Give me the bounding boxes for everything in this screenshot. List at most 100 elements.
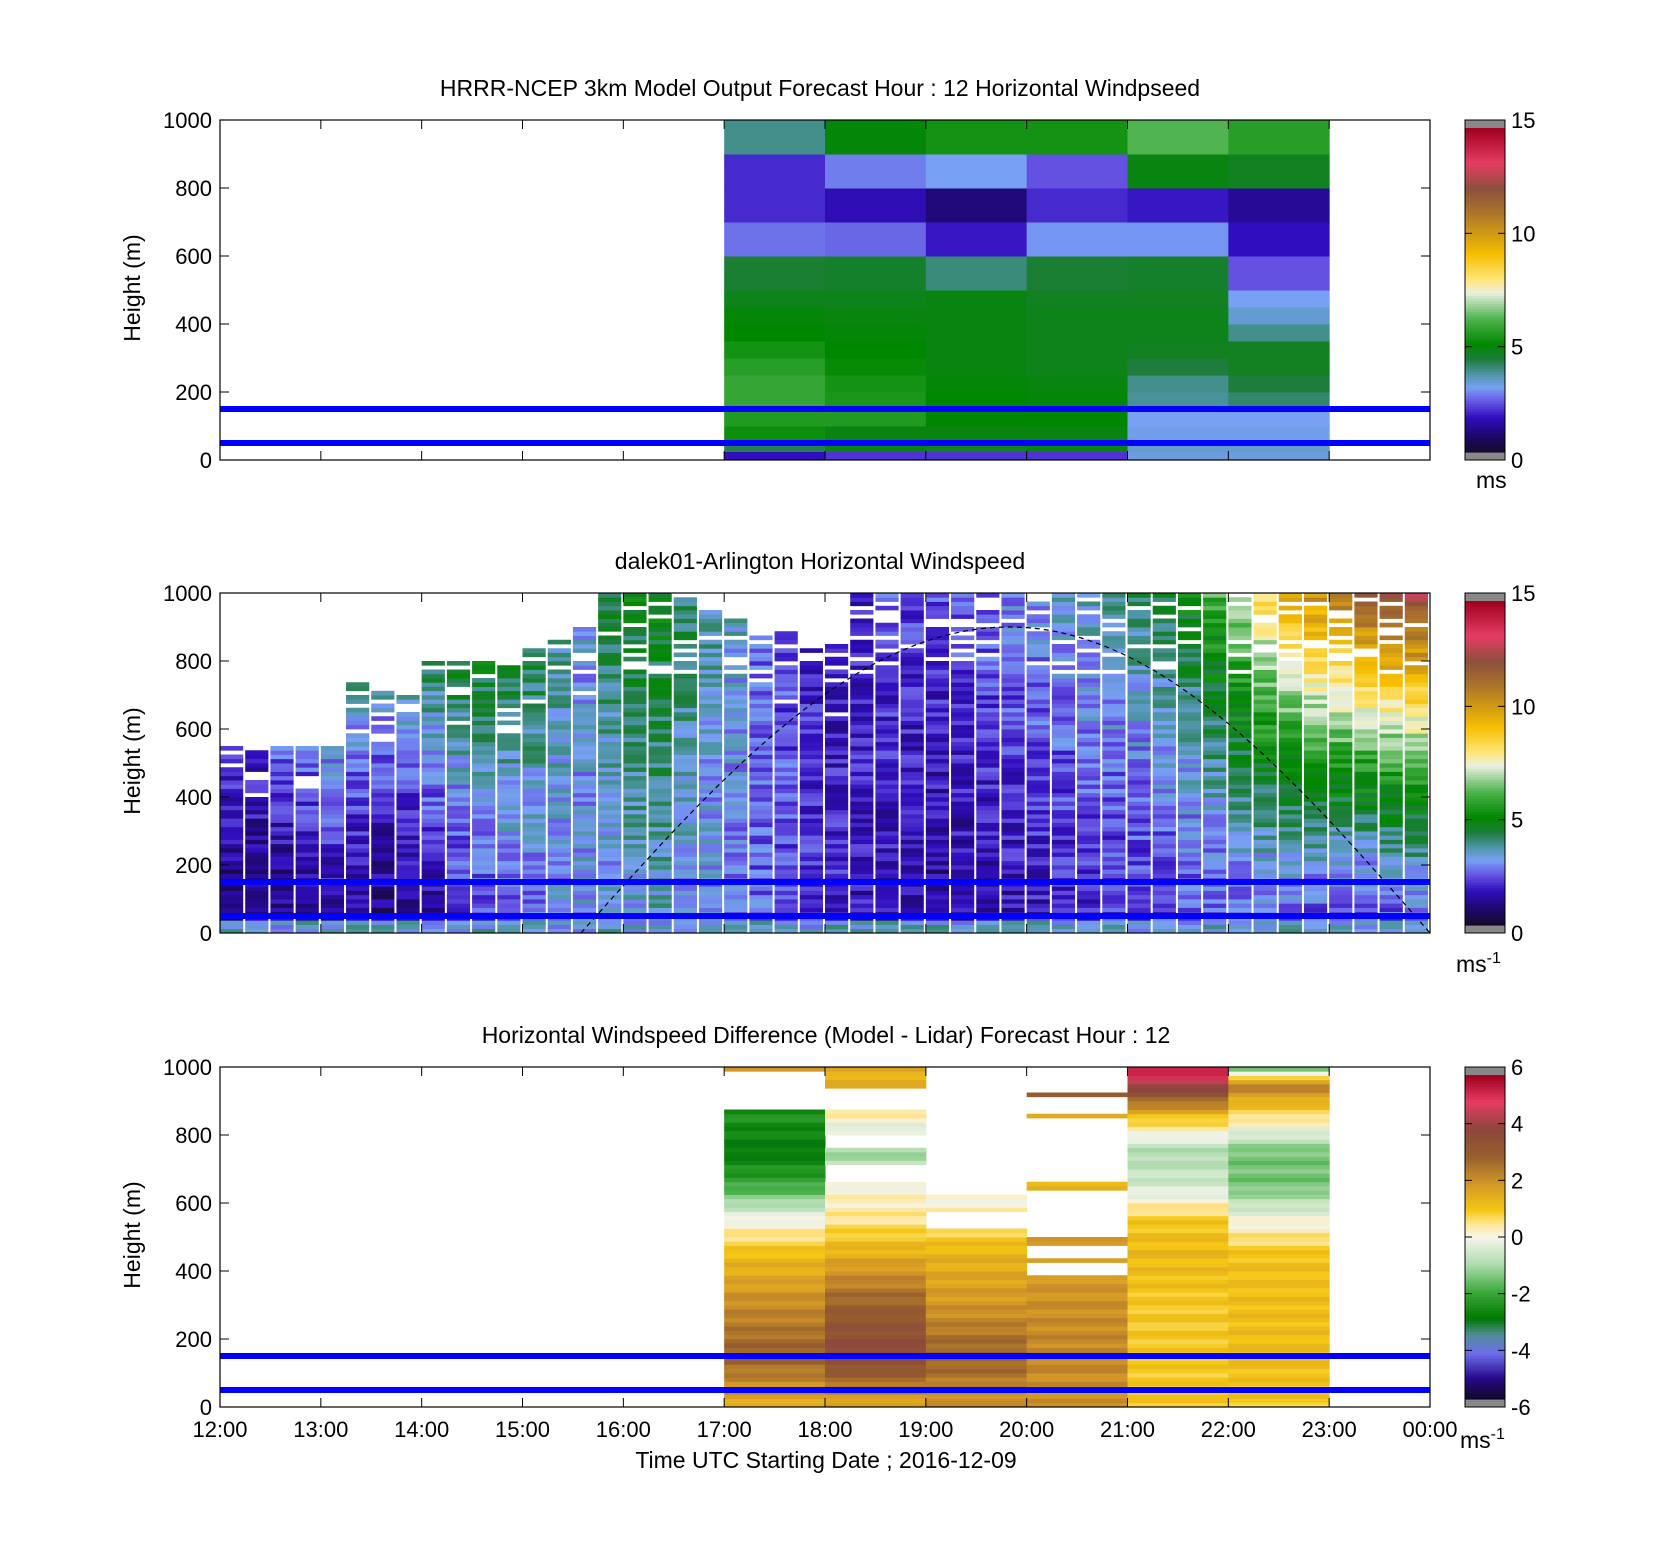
heatmap-cell (825, 1232, 927, 1238)
heatmap-cell (724, 924, 748, 930)
heatmap-cell (900, 665, 924, 670)
colorbar-swatch (1465, 1245, 1505, 1249)
heatmap-cell (1102, 903, 1126, 908)
heatmap-cell (925, 848, 950, 853)
heatmap-cell (900, 729, 924, 734)
heatmap-cell (1077, 797, 1101, 802)
heatmap-cell (875, 818, 899, 823)
colorbar-swatch (1465, 684, 1505, 688)
heatmap-cell (875, 716, 899, 721)
heatmap-cell (648, 775, 672, 781)
heatmap-cell (1203, 644, 1227, 649)
colorbar-swatch (1465, 449, 1505, 453)
heatmap-cell (724, 865, 748, 870)
heatmap-cell (1203, 903, 1227, 908)
heatmap-cell (396, 869, 420, 874)
heatmap-cell (724, 120, 826, 155)
heatmap-cell (1127, 1122, 1229, 1127)
colorbar-swatch (1465, 1088, 1505, 1092)
heatmap-cell (1026, 729, 1050, 734)
heatmap-cell (951, 737, 975, 743)
heatmap-cell (1001, 712, 1025, 717)
heatmap-cell (220, 822, 244, 828)
heatmap-cell (1026, 695, 1050, 700)
heatmap-cell (1177, 852, 1202, 857)
heatmap-cell (1303, 741, 1328, 747)
heatmap-cell (623, 686, 647, 692)
heatmap-cell (673, 869, 697, 874)
heatmap-cell (497, 686, 521, 692)
heatmap-cell (648, 831, 672, 836)
heatmap-cell (295, 801, 319, 806)
heatmap-cell (598, 763, 622, 768)
heatmap-cell (1303, 894, 1328, 900)
heatmap-cell (1127, 809, 1151, 815)
heatmap-cell (1051, 758, 1076, 764)
heatmap-cell (825, 818, 849, 823)
heatmap-cell (1152, 682, 1176, 687)
heatmap-cell (925, 869, 950, 874)
heatmap-cell (1127, 707, 1151, 713)
heatmap-cell (1228, 920, 1252, 925)
heatmap-cell (1026, 767, 1050, 772)
heatmap-cell (724, 1224, 826, 1229)
heatmap-cell (951, 593, 975, 598)
heatmap-cell (1228, 618, 1252, 624)
heatmap-cell (850, 673, 874, 679)
y-tick-label: 0 (200, 921, 212, 946)
heatmap-cell (875, 907, 899, 913)
heatmap-cell (1253, 635, 1277, 641)
heatmap-cell (925, 1305, 1028, 1310)
heatmap-cell (900, 865, 924, 870)
heatmap-cell (1077, 886, 1101, 891)
colorbar-swatch (1465, 673, 1505, 678)
heatmap-cell (1051, 597, 1076, 602)
heatmap-cell (724, 1118, 826, 1123)
heatmap-cell (875, 750, 899, 755)
heatmap-cell (850, 699, 874, 704)
heatmap-cell (1203, 928, 1227, 934)
heatmap-cell (925, 1292, 1028, 1297)
heatmap-cell (522, 682, 546, 687)
heatmap-cell (1026, 860, 1050, 866)
heatmap-cell (976, 775, 1000, 781)
heatmap-cell (623, 758, 647, 764)
heatmap-cell (976, 656, 1000, 662)
heatmap-cell (472, 746, 496, 751)
heatmap-cell (648, 899, 672, 904)
colorbar-swatch (1465, 176, 1505, 180)
heatmap-cell (1228, 1271, 1330, 1276)
heatmap-cell (1379, 814, 1403, 819)
heatmap-cell (1404, 856, 1428, 862)
heatmap-cell (724, 341, 826, 359)
colorbar-swatch (1465, 703, 1505, 707)
heatmap-cell (825, 1364, 927, 1370)
heatmap-cell (1152, 716, 1176, 721)
heatmap-cell (1228, 631, 1252, 636)
heatmap-cell (1379, 873, 1403, 879)
heatmap-cell (850, 865, 874, 870)
heatmap-cell (900, 826, 924, 832)
heatmap-cell (295, 792, 319, 798)
heatmap-cell (673, 678, 697, 683)
heatmap-cell (1379, 818, 1403, 823)
heatmap-cell (623, 831, 647, 836)
heatmap-cell (1203, 758, 1227, 764)
heatmap-cell (1051, 712, 1076, 717)
heatmap-cell (1329, 856, 1353, 862)
colorbar-swatch (1465, 284, 1505, 288)
heatmap-cell (446, 707, 471, 713)
colorbar-swatch (1465, 1099, 1505, 1103)
colorbar-swatch (1465, 1242, 1505, 1246)
heatmap-cell (572, 839, 597, 845)
heatmap-cell (673, 801, 697, 806)
heatmap-cell (320, 848, 345, 853)
heatmap-cell (245, 843, 269, 849)
heatmap-cell (875, 690, 899, 696)
colorbar-swatch (1465, 765, 1505, 769)
heatmap-cell (799, 848, 823, 853)
heatmap-cell (1404, 788, 1428, 794)
heatmap-cell (825, 661, 849, 666)
heatmap-cell (749, 733, 773, 738)
heatmap-cell (598, 869, 622, 874)
